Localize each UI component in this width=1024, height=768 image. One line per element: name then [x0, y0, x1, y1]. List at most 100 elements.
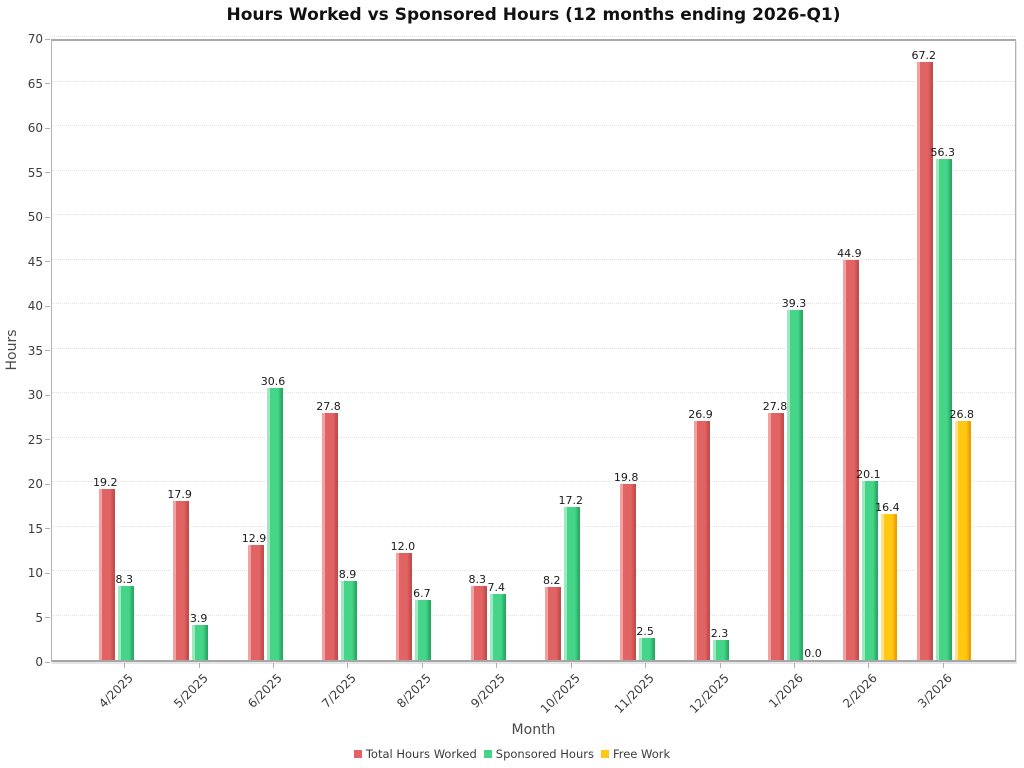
y-tick-mark	[45, 127, 50, 129]
y-axis-label: Hours	[4, 329, 20, 371]
gridline	[52, 436, 1015, 438]
x-tick-label: 6/2025	[245, 671, 285, 711]
bar-value-label: 39.3	[781, 297, 807, 311]
x-tick-label: 8/2025	[394, 671, 434, 711]
chart-title: Hours Worked vs Sponsored Hours (12 mont…	[226, 5, 841, 25]
y-tick-label: 5	[35, 610, 43, 625]
x-tick-mark	[942, 663, 944, 668]
bar	[916, 61, 934, 660]
x-tick-mark	[719, 663, 721, 668]
bar	[879, 514, 897, 660]
gridline	[52, 525, 1015, 527]
y-tick-mark	[45, 394, 50, 396]
bar	[935, 158, 953, 660]
gridline	[52, 347, 1015, 349]
bar-value-label: 44.9	[837, 247, 862, 261]
x-tick-mark	[793, 663, 795, 668]
y-tick-label: 65	[27, 76, 43, 91]
legend-label: Free Work	[612, 747, 671, 761]
legend: Total Hours Worked Sponsored Hours Free Wo…	[0, 747, 1024, 761]
legend-swatch-icon	[600, 750, 609, 758]
x-tick-label: 3/2026	[914, 671, 955, 711]
bar-value-label: 16.4	[875, 501, 900, 515]
gridline	[52, 481, 1015, 482]
y-tick-label: 60	[27, 121, 43, 135]
y-tick-label: 30	[27, 388, 43, 402]
x-tick-mark	[273, 663, 275, 668]
bar	[191, 625, 209, 660]
y-tick-mark	[45, 617, 50, 618]
bar	[97, 489, 115, 660]
y-tick-mark	[45, 172, 50, 173]
x-tick-label: 7/2025	[319, 671, 360, 711]
y-tick-mark	[45, 305, 50, 307]
bar-value-label: 3.9	[189, 612, 208, 626]
bar-value-label: 8.3	[468, 573, 487, 587]
x-tick-mark	[570, 663, 572, 668]
x-tick-label: 5/2025	[170, 671, 211, 711]
legend-item: Free Work	[600, 747, 671, 761]
bar	[395, 553, 413, 660]
bar-value-label: 56.3	[930, 145, 956, 159]
bar-value-label: 17.9	[167, 487, 192, 501]
x-tick-label: 2/2026	[840, 671, 881, 711]
y-tick-mark	[45, 528, 50, 529]
bar	[786, 310, 804, 660]
y-tick-label: 20	[27, 477, 43, 491]
bar	[116, 586, 134, 660]
bar-value-label: 30.6	[260, 374, 286, 388]
bar	[860, 481, 878, 660]
gridline	[52, 570, 1015, 571]
bar-value-label: 67.2	[911, 48, 937, 62]
legend-swatch-icon	[353, 750, 362, 758]
y-tick-label: 35	[27, 343, 43, 358]
y-tick-mark	[45, 261, 50, 262]
bar	[954, 421, 972, 660]
x-tick-mark	[421, 663, 423, 668]
x-tick-label: 11/2025	[611, 671, 658, 717]
x-tick-label: 1/2026	[766, 671, 806, 711]
x-tick-mark	[645, 663, 647, 668]
gridline	[52, 614, 1015, 616]
bar-value-label: 12.0	[390, 540, 416, 554]
x-axis-label: Month	[511, 722, 556, 738]
bar	[339, 580, 357, 660]
x-tick-mark	[124, 663, 126, 668]
bar	[246, 545, 264, 660]
bar-value-label: 8.3	[115, 573, 133, 587]
bar-value-label: 8.2	[542, 574, 561, 588]
y-tick-label: 10	[27, 566, 43, 580]
x-tick-mark	[868, 663, 870, 668]
y-tick-mark	[45, 216, 50, 218]
bar-value-label: 27.8	[762, 399, 788, 413]
y-tick-mark	[45, 661, 50, 663]
x-tick-mark	[347, 663, 349, 668]
y-tick-mark	[45, 439, 50, 440]
y-tick-label: 50	[27, 210, 43, 224]
bar	[265, 387, 283, 660]
bar-value-label: 17.2	[558, 493, 583, 507]
bar-value-label: 26.8	[949, 408, 975, 422]
gridline	[52, 303, 1015, 304]
y-tick-label: 0	[35, 655, 43, 669]
gridline	[52, 392, 1015, 393]
x-tick-label: 9/2025	[468, 671, 509, 711]
bar-value-label: 8.9	[338, 567, 357, 581]
gridline	[52, 214, 1015, 215]
bar-value-label: 26.9	[688, 407, 713, 421]
bar-value-label: 0.0	[804, 647, 822, 660]
y-tick-mark	[45, 483, 50, 485]
legend-label: Sponsored Hours	[495, 747, 594, 761]
legend-item: Total Hours Worked	[353, 747, 477, 761]
bar-value-label: 27.8	[316, 399, 341, 413]
y-tick-label: 70	[27, 32, 43, 46]
y-tick-mark	[45, 83, 50, 84]
bar	[488, 594, 506, 660]
y-tick-label: 45	[27, 254, 43, 269]
legend-item: Sponsored Hours	[483, 747, 594, 761]
bar-value-label: 7.4	[487, 581, 506, 595]
gridline	[52, 36, 1015, 37]
bar-value-label: 12.9	[241, 532, 267, 546]
y-tick-label: 15	[27, 521, 43, 536]
bar	[544, 587, 562, 660]
